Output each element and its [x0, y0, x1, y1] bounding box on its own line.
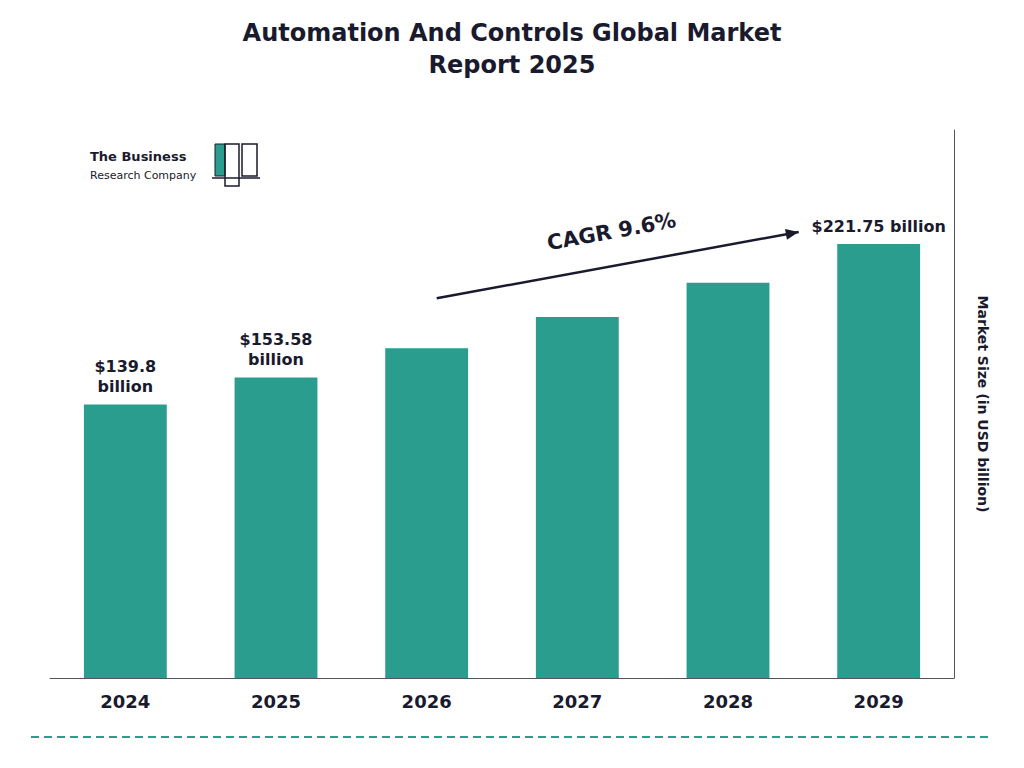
svg-text:2026: 2026 [402, 691, 452, 712]
svg-text:2028: 2028 [703, 691, 753, 712]
svg-text:Research Company: Research Company [90, 169, 197, 182]
svg-text:billion: billion [248, 350, 304, 369]
svg-text:2029: 2029 [854, 691, 904, 712]
svg-text:2024: 2024 [100, 691, 150, 712]
svg-text:$139.8: $139.8 [94, 357, 156, 376]
svg-text:billion: billion [97, 377, 153, 396]
svg-text:2027: 2027 [552, 691, 602, 712]
svg-text:The Business: The Business [90, 149, 187, 164]
svg-text:$153.58: $153.58 [240, 330, 313, 349]
svg-text:CAGR 9.6%: CAGR 9.6% [545, 208, 678, 255]
svg-text:Automation And Controls Global: Automation And Controls Global Market [243, 19, 782, 47]
svg-text:$221.75 billion: $221.75 billion [812, 217, 946, 236]
svg-text:2025: 2025 [251, 691, 301, 712]
svg-text:Report 2025: Report 2025 [429, 51, 596, 79]
svg-text:Market Size (in USD billion): Market Size (in USD billion) [975, 296, 991, 513]
